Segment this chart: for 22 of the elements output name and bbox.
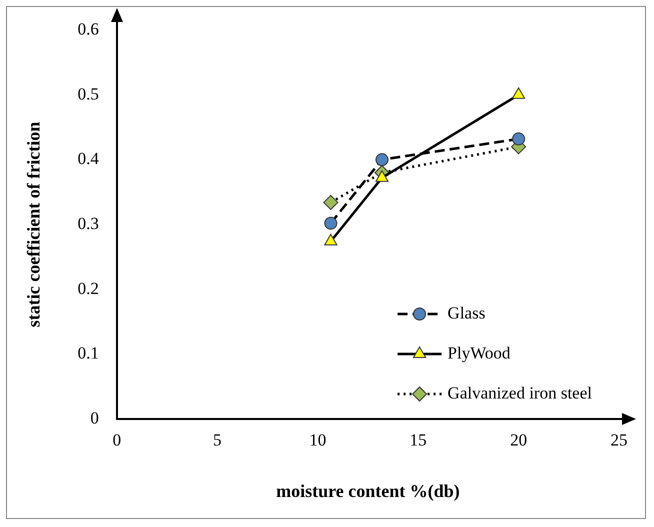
point bbox=[512, 132, 526, 146]
point bbox=[323, 194, 338, 210]
y-axis-title: static coefficient of friction bbox=[23, 122, 44, 328]
x-tick-label: 5 bbox=[213, 430, 222, 450]
y-tick-label: 0.4 bbox=[78, 149, 100, 168]
x-axis-title: moisture content %(db) bbox=[276, 480, 460, 501]
x-tick-label: 15 bbox=[410, 430, 427, 450]
y-tick-label: 0.2 bbox=[78, 278, 99, 298]
x-tick-label: 25 bbox=[610, 430, 628, 450]
y-tick-label: 0 bbox=[90, 408, 99, 428]
x-tick-label: 0 bbox=[112, 430, 122, 450]
legend-label: Glass bbox=[448, 303, 486, 322]
y-tick-label: 0.5 bbox=[78, 84, 99, 104]
legend-label: Galvanized iron steel bbox=[448, 383, 592, 402]
point bbox=[375, 153, 388, 166]
y-tick-label: 0.1 bbox=[78, 344, 99, 363]
x-tick-label: 20 bbox=[510, 430, 528, 450]
x-tick-label: 10 bbox=[309, 430, 326, 450]
legend-label: PlyWood bbox=[448, 343, 511, 362]
y-tick-label: 0.6 bbox=[78, 19, 99, 38]
point bbox=[324, 216, 338, 230]
y-tick-label: 0.3 bbox=[78, 214, 99, 233]
